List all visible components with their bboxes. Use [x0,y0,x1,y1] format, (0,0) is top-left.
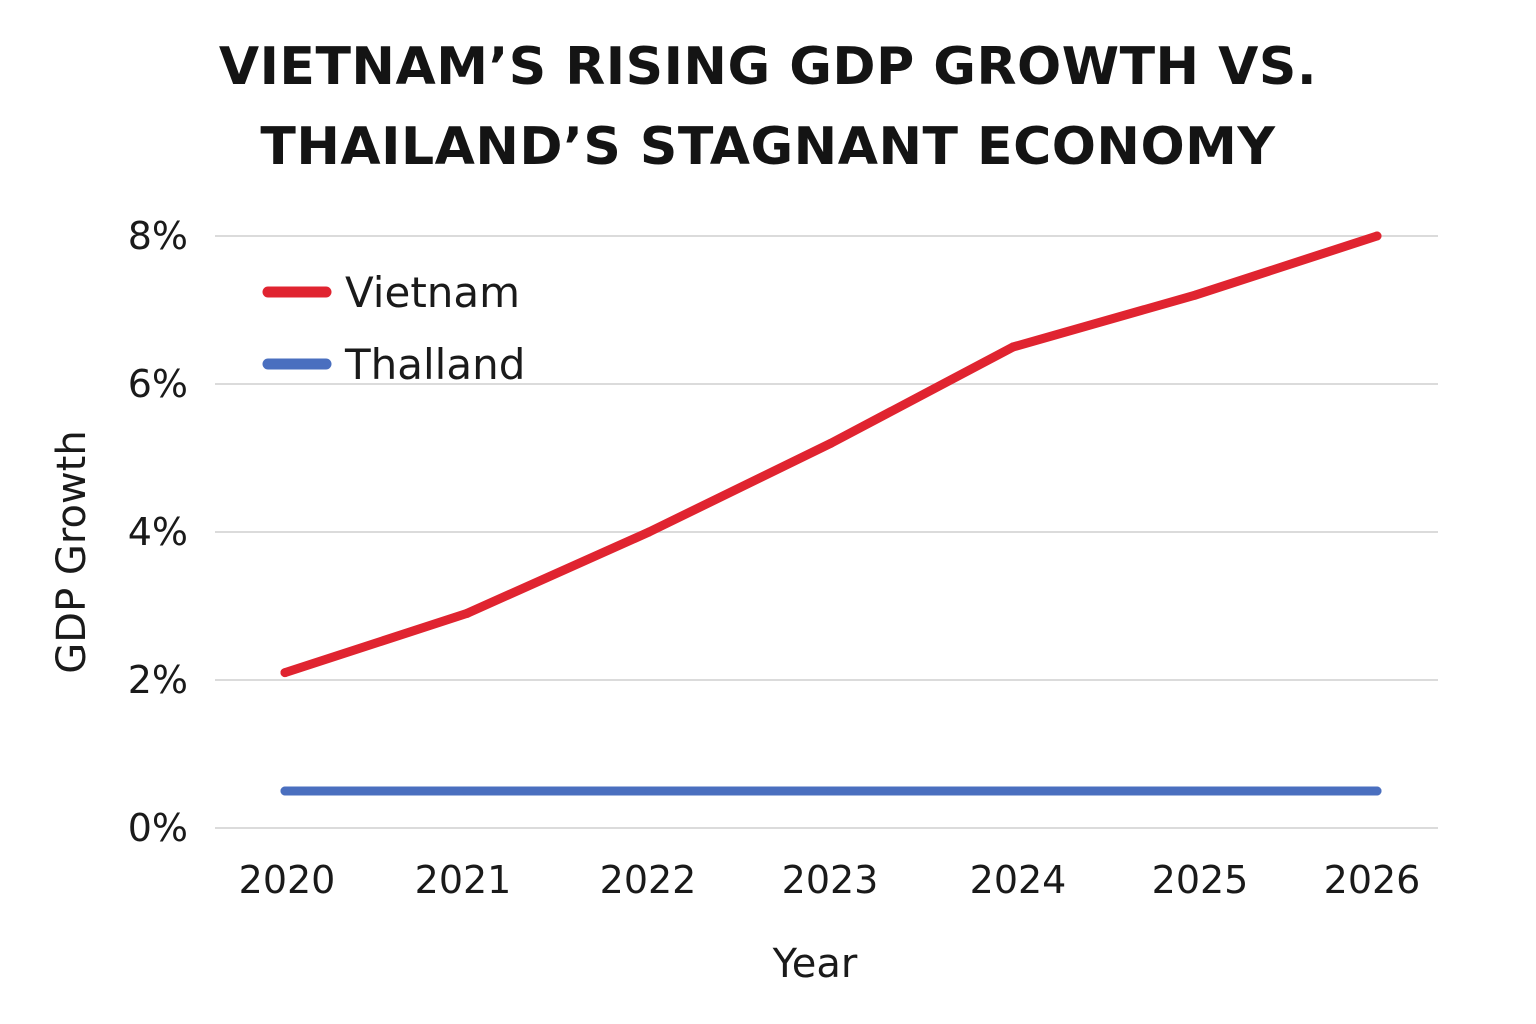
x-axis-ticks: 2020 2021 2022 2023 2024 2025 2026 [239,858,1421,902]
data-point-vietnam [826,438,836,448]
y-tick-label: 0% [128,806,188,850]
x-tick-label: 2021 [415,858,512,902]
y-tick-label: 8% [128,214,188,258]
legend-label-vietnam: Vietnam [345,268,520,317]
y-tick-label: 2% [128,658,188,702]
y-axis-ticks: 0% 2% 4% 6% 8% [128,214,188,850]
chart-title-line-1: VIETNAM’S RISING GDP GROWTH VS. [218,37,1318,97]
data-point-thalland [1190,786,1200,796]
data-point-thalland [826,786,836,796]
legend-label-thalland: Thalland [344,340,525,389]
data-point-thalland [644,786,654,796]
data-point-vietnam [280,668,290,678]
x-tick-label: 2022 [600,858,697,902]
gridlines [215,235,1438,829]
data-point-vietnam [644,527,654,537]
data-point-thalland [1372,786,1382,796]
y-tick-label: 4% [128,510,188,554]
x-tick-label: 2024 [970,858,1067,902]
data-point-thalland [1008,786,1018,796]
series-lines [280,231,1382,796]
x-axis-title: Year [772,941,858,987]
data-point-vietnam [1190,290,1200,300]
x-tick-label: 2020 [239,858,336,902]
x-tick-label: 2025 [1152,858,1249,902]
data-point-vietnam [1372,231,1382,241]
data-point-vietnam [462,608,472,618]
x-tick-label: 2026 [1324,858,1421,902]
x-tick-label: 2023 [782,858,879,902]
y-axis-title: GDP Growth [49,430,95,673]
data-point-thalland [462,786,472,796]
y-tick-label: 6% [128,362,188,406]
data-point-thalland [280,786,290,796]
data-point-vietnam [1008,342,1018,352]
chart-title-line-2: THAILAND’S STAGNANT ECONOMY [260,117,1276,177]
legend: Vietnam Thalland [262,268,525,389]
